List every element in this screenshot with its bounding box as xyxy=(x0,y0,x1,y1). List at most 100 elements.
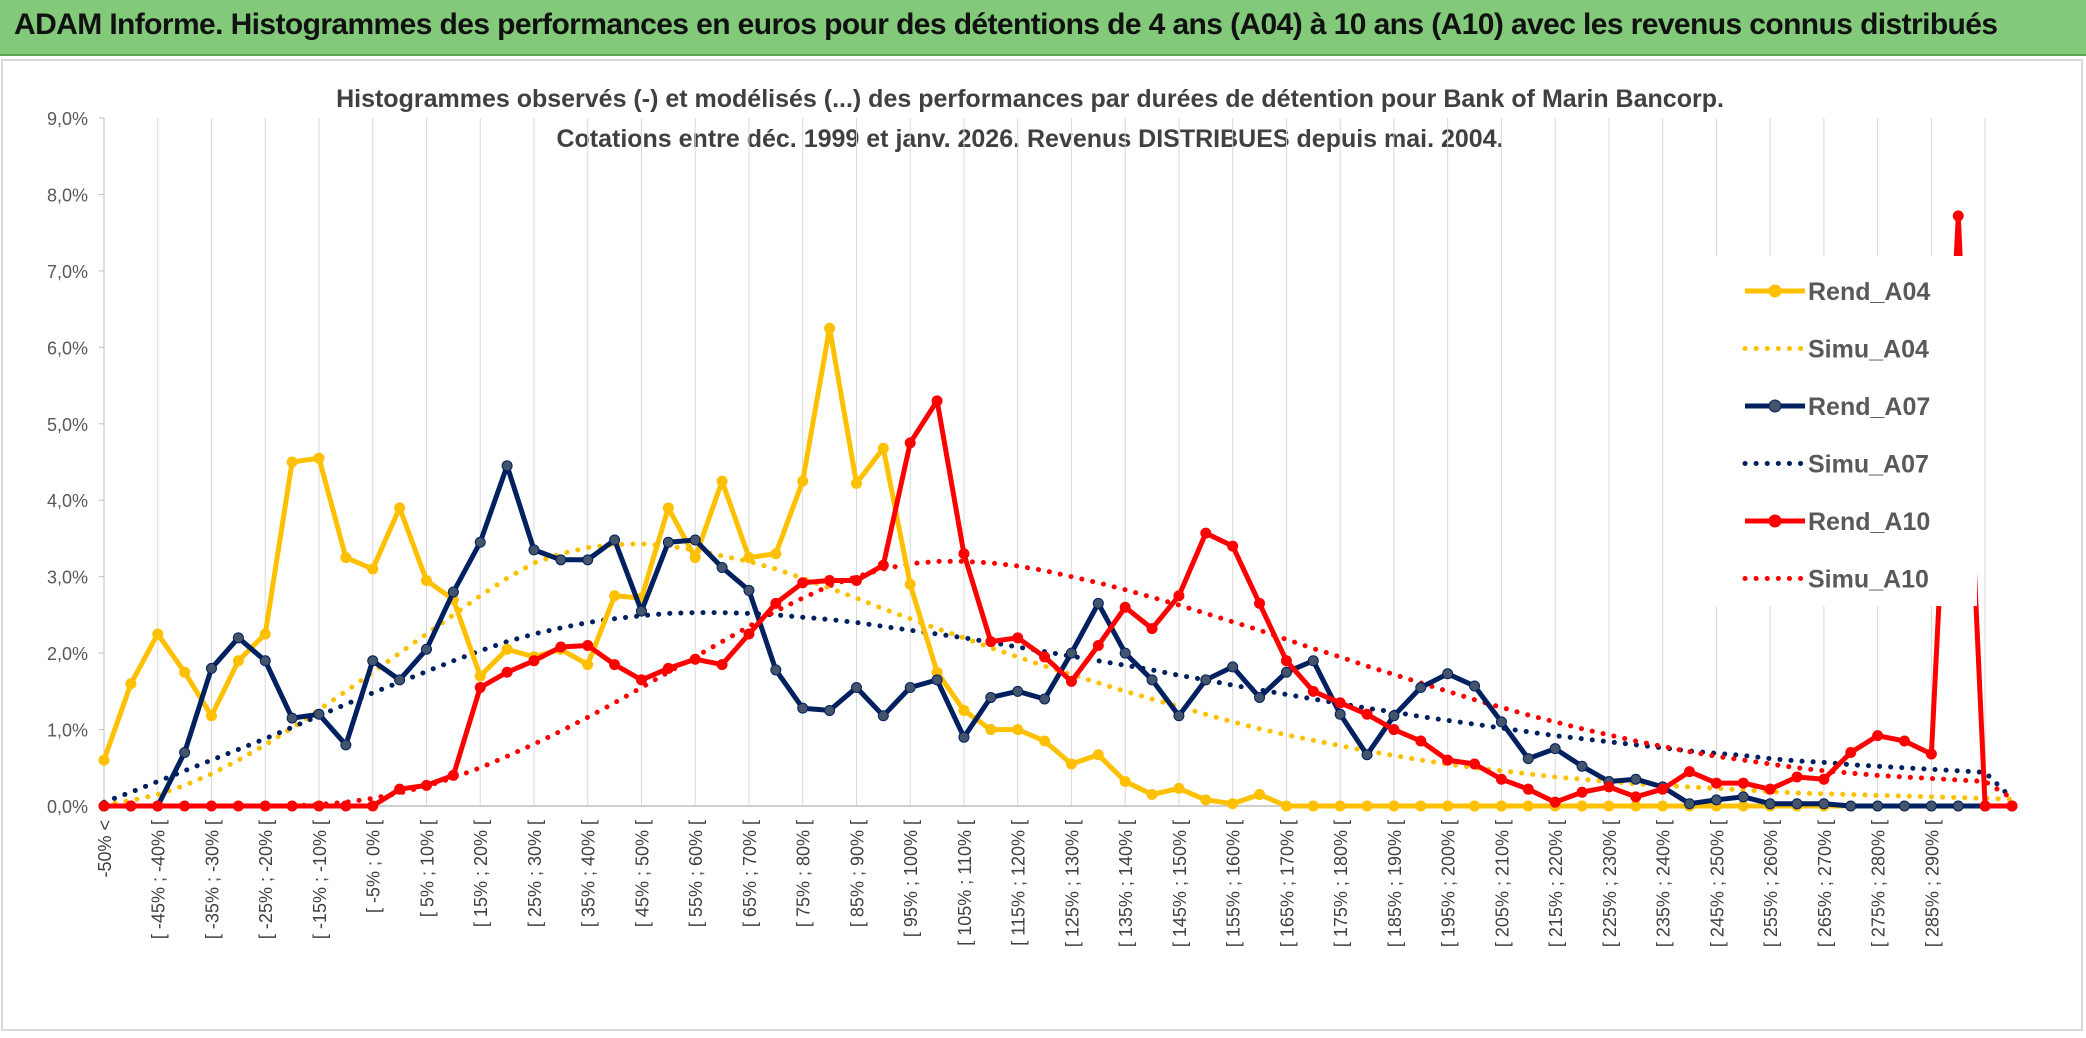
data-point-rend-a04 xyxy=(313,452,325,464)
data-point-rend-a04 xyxy=(340,552,352,564)
data-point-rend-a04 xyxy=(474,670,486,682)
data-point-rend-a07 xyxy=(1899,800,1911,812)
data-point-rend-a10 xyxy=(125,800,137,812)
legend-label: Rend_A07 xyxy=(1808,393,1930,421)
axes: -50% < [ -45% ; -40% [[ -35% ; -30% [[ -2… xyxy=(47,109,2012,947)
legend-item-rend-a07: Rend_A07 xyxy=(1745,393,1930,421)
data-point-rend-a10 xyxy=(931,395,943,407)
x-tick-label: [ 5% ; 10% [ xyxy=(417,820,437,917)
data-point-rend-a10 xyxy=(689,653,701,665)
data-point-rend-a07 xyxy=(1764,798,1776,810)
data-point-rend-a10 xyxy=(1710,777,1722,789)
data-point-rend-a10 xyxy=(1442,754,1454,766)
data-point-rend-a07 xyxy=(1469,680,1481,692)
data-point-rend-a10 xyxy=(1280,655,1292,667)
data-point-rend-a07 xyxy=(824,704,836,716)
data-point-rend-a04 xyxy=(743,552,755,564)
data-point-rend-a04 xyxy=(152,628,164,640)
data-point-rend-a04 xyxy=(1603,800,1615,812)
data-point-rend-a07 xyxy=(367,655,379,667)
data-point-rend-a10 xyxy=(528,655,540,667)
data-point-rend-a07 xyxy=(1845,800,1857,812)
x-tick-label: [ 285% ; 290% [ xyxy=(1922,820,1942,947)
data-point-rend-a04 xyxy=(1092,749,1104,761)
y-tick-label: 4,0% xyxy=(47,491,88,511)
data-point-rend-a07 xyxy=(689,534,701,546)
data-point-rend-a07 xyxy=(635,605,647,617)
x-tick-label: [ 205% ; 210% [ xyxy=(1492,820,1512,947)
data-point-rend-a04 xyxy=(1173,782,1185,794)
data-point-rend-a07 xyxy=(1173,710,1185,722)
data-point-rend-a10 xyxy=(286,800,298,812)
data-point-rend-a10 xyxy=(1388,724,1400,736)
data-point-rend-a10 xyxy=(394,783,406,795)
x-tick-label: [ 165% ; 170% [ xyxy=(1277,820,1297,947)
data-point-rend-a10 xyxy=(1549,796,1561,808)
x-tick-label: [ 35% ; 40% [ xyxy=(579,820,599,927)
data-point-rend-a10 xyxy=(824,574,836,586)
data-point-rend-a10 xyxy=(904,437,916,449)
x-tick-label: [ -35% ; -30% [ xyxy=(202,820,222,939)
legend-item-rend-a10: Rend_A10 xyxy=(1745,508,1930,536)
data-point-rend-a10 xyxy=(1872,730,1884,742)
data-point-rend-a10 xyxy=(1307,685,1319,697)
data-point-rend-a07 xyxy=(286,712,298,724)
data-point-rend-a07 xyxy=(1549,743,1561,755)
data-point-rend-a04 xyxy=(367,563,379,575)
data-point-rend-a10 xyxy=(1979,800,1991,812)
data-point-rend-a10 xyxy=(1334,697,1346,709)
data-point-rend-a07 xyxy=(609,534,621,546)
x-tick-label: [ 235% ; 240% [ xyxy=(1654,820,1674,947)
legend-label: Simu_A04 xyxy=(1808,336,1929,364)
legend-label: Simu_A10 xyxy=(1808,566,1929,594)
data-point-rend-a04 xyxy=(1039,735,1051,747)
data-point-rend-a07 xyxy=(1925,800,1937,812)
y-tick-label: 3,0% xyxy=(47,568,88,588)
data-point-rend-a07 xyxy=(931,674,943,686)
x-tick-label: [ 265% ; 270% [ xyxy=(1815,820,1835,947)
data-point-rend-a10 xyxy=(474,682,486,694)
y-tick-label: 7,0% xyxy=(47,262,88,282)
chart-title: Histogrammes observés (-) et modélisés (… xyxy=(336,85,1724,113)
data-point-rend-a07 xyxy=(1065,647,1077,659)
y-tick-label: 5,0% xyxy=(47,415,88,435)
chart-subtitle: Cotations entre déc. 1999 et janv. 2026.… xyxy=(556,125,1503,153)
x-tick-label: [ 115% ; 120% [ xyxy=(1009,820,1029,946)
legend-marker xyxy=(1768,514,1782,528)
data-point-rend-a04 xyxy=(1630,800,1642,812)
data-point-rend-a04 xyxy=(1254,789,1266,801)
data-point-rend-a10 xyxy=(1146,623,1158,635)
data-point-rend-a10 xyxy=(1200,527,1212,539)
y-tick-label: 8,0% xyxy=(47,185,88,205)
data-point-rend-a04 xyxy=(1495,800,1507,812)
data-point-rend-a04 xyxy=(1576,800,1588,812)
data-point-rend-a10 xyxy=(1227,540,1239,552)
x-tick-label: [ 195% ; 200% [ xyxy=(1439,820,1459,947)
data-point-rend-a07 xyxy=(179,746,191,758)
data-point-rend-a07 xyxy=(1710,794,1722,806)
data-point-rend-a10 xyxy=(555,641,567,653)
data-point-rend-a10 xyxy=(1576,786,1588,798)
x-tick-label: [ -25% ; -20% [ xyxy=(256,820,276,939)
x-tick-label: [ 245% ; 250% [ xyxy=(1707,820,1727,947)
data-point-rend-a10 xyxy=(1952,210,1964,222)
data-point-rend-a07 xyxy=(1092,597,1104,609)
data-point-rend-a10 xyxy=(1818,773,1830,785)
data-point-rend-a07 xyxy=(1227,661,1239,673)
data-point-rend-a07 xyxy=(528,544,540,556)
data-point-rend-a10 xyxy=(1522,783,1534,795)
data-point-rend-a10 xyxy=(420,779,432,791)
y-tick-label: 6,0% xyxy=(47,338,88,358)
data-point-rend-a10 xyxy=(770,597,782,609)
data-point-rend-a10 xyxy=(635,674,647,686)
data-point-rend-a10 xyxy=(1791,771,1803,783)
data-point-rend-a04 xyxy=(824,322,836,334)
data-point-rend-a07 xyxy=(1012,685,1024,697)
data-point-rend-a04 xyxy=(179,666,191,678)
data-point-rend-a10 xyxy=(1657,783,1669,795)
x-tick-label: [ 135% ; 140% [ xyxy=(1116,820,1136,947)
data-point-rend-a07 xyxy=(743,584,755,596)
data-point-rend-a07 xyxy=(1200,674,1212,686)
y-tick-label: 9,0% xyxy=(47,109,88,129)
data-point-rend-a04 xyxy=(1334,800,1346,812)
